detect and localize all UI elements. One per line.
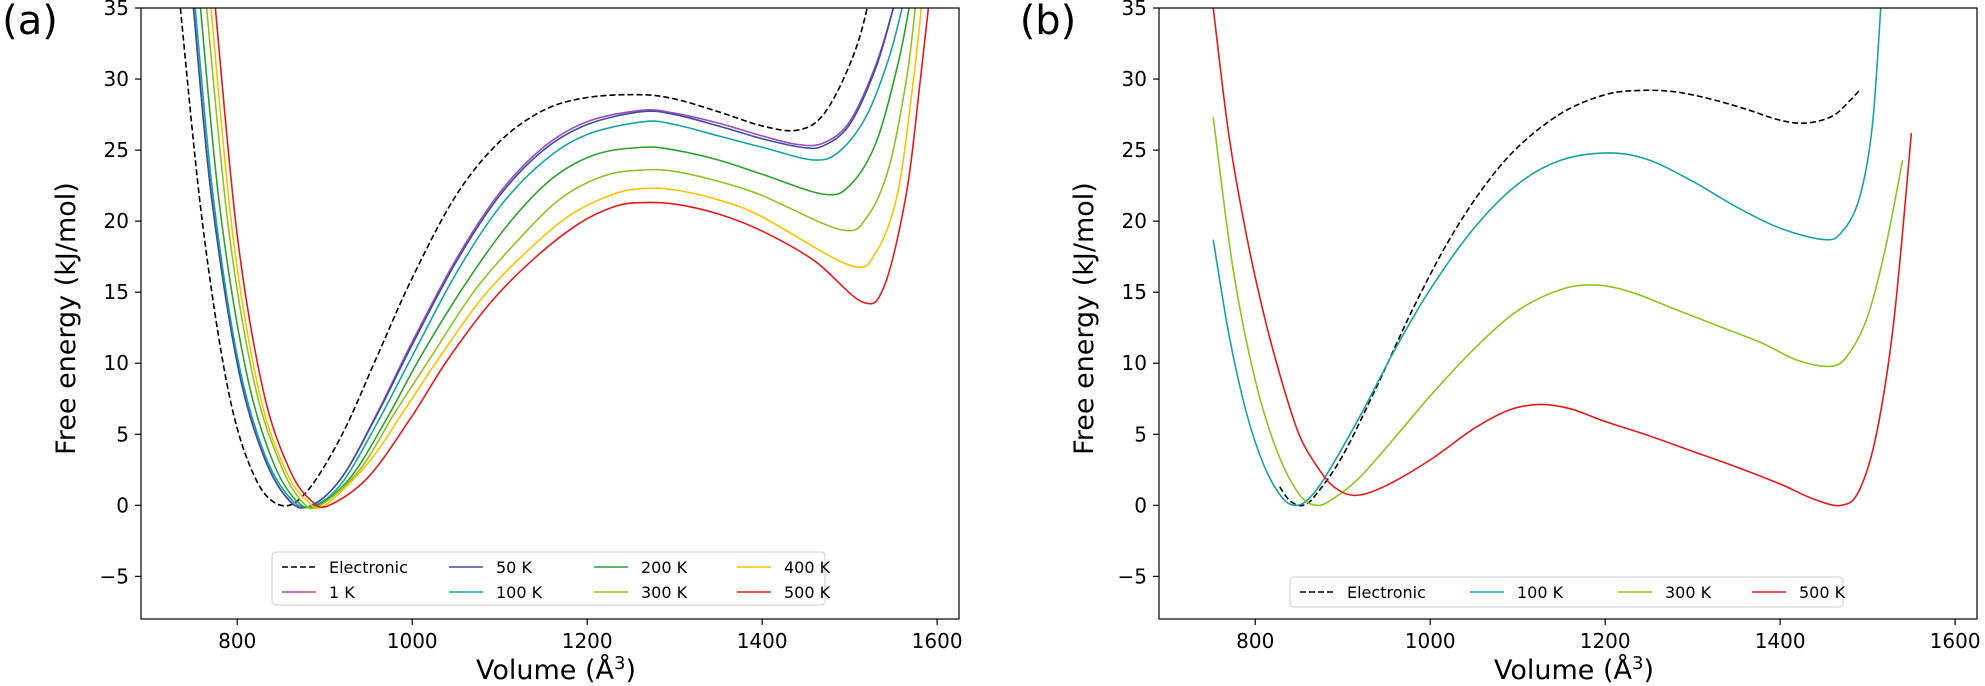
y-tick-label: 5: [1134, 422, 1147, 446]
legend: Electronic 100 K 300 K 500 K: [1289, 576, 1846, 608]
legend-label-300-k: 300 K: [641, 583, 688, 602]
series-line-1-k: [192, 8, 895, 509]
legend: Electronic 1 K 50 K 100 K 200 K 300 K 400 K 500…: [271, 551, 831, 606]
x-tick-label: 1000: [387, 629, 438, 653]
panel-a: 800 1000 1200 1400 1600 −5 0 5 10 15 20 25 30 35 Volum…: [2, 0, 962, 686]
x-tick-label: 800: [218, 629, 256, 653]
x-tick-label: 1600: [1930, 629, 1981, 653]
series-line-100-k: [194, 8, 903, 508]
series-line-300-k: [205, 8, 917, 510]
series-line-50-k: [192, 8, 895, 509]
y-tick-label: 5: [116, 422, 129, 446]
series-group: [1212, 8, 1913, 507]
y-tick-label: 10: [1122, 351, 1147, 375]
legend-label-electronic: Electronic: [1347, 583, 1426, 602]
y-tick-label: 35: [104, 0, 129, 20]
series-line-100-k: [1212, 8, 1882, 507]
legend-label-200-k: 200 K: [641, 558, 688, 577]
series-line-electronic: [179, 8, 868, 507]
axes-frame: [140, 7, 960, 620]
x-tick-label: 1600: [912, 629, 963, 653]
y-tick-label: −5: [1118, 564, 1147, 588]
panel-label: (b): [1020, 0, 1077, 44]
series-line-300-k: [1212, 117, 1904, 507]
y-tick-label: 0: [116, 493, 129, 517]
x-tick-label: 1400: [737, 629, 788, 653]
y-tick-label: 10: [104, 351, 129, 375]
legend-label-500-k: 500 K: [1799, 583, 1846, 602]
panel-label: (a): [2, 0, 58, 44]
legend-label-300-k: 300 K: [1665, 583, 1712, 602]
series-line-200-k: [199, 8, 910, 509]
legend-label-1-k: 1 K: [329, 583, 355, 602]
x-tick-label: 1200: [1580, 629, 1631, 653]
series-line-400-k: [210, 8, 923, 510]
legend-label-400-k: 400 K: [784, 558, 831, 577]
panel-b: 800 1000 1200 1400 1600 −5 0 5 10 15 20 25 30 35 Volum…: [1020, 0, 1981, 686]
series-group: [179, 8, 930, 510]
legend-label-50-k: 50 K: [496, 558, 532, 577]
y-tick-label: 25: [1122, 138, 1147, 162]
y-tick-label: 20: [1122, 209, 1147, 233]
x-tick-label: 1200: [562, 629, 613, 653]
x-axis-label: Volume (Å3): [1494, 653, 1654, 686]
y-tick-label: 20: [104, 209, 129, 233]
y-tick-label: 0: [1134, 493, 1147, 517]
y-tick-label: 15: [1122, 280, 1147, 304]
y-tick-label: 25: [104, 138, 129, 162]
x-tick-label: 1000: [1405, 629, 1456, 653]
y-tick-label: 35: [1122, 0, 1147, 20]
x-axis-label: Volume (Å3): [476, 653, 636, 686]
y-tick-label: 30: [1122, 67, 1147, 91]
legend-label-electronic: Electronic: [329, 558, 408, 577]
y-tick-label: −5: [100, 564, 129, 588]
legend-box: [1289, 576, 1844, 608]
series-line-electronic: [1279, 88, 1862, 507]
axes-frame: [1158, 7, 1978, 620]
series-line-500-k: [214, 8, 930, 509]
y-axis-label: Free energy (kJ/mol): [51, 182, 82, 455]
legend-box: [271, 551, 826, 606]
legend-label-500-k: 500 K: [784, 583, 831, 602]
y-tick-label: 15: [104, 280, 129, 304]
x-tick-label: 800: [1236, 629, 1274, 653]
legend-label-100-k: 100 K: [1517, 583, 1564, 602]
legend-label-100-k: 100 K: [496, 583, 543, 602]
series-line-500-k: [1212, 8, 1913, 507]
y-tick-label: 30: [104, 67, 129, 91]
y-axis-label: Free energy (kJ/mol): [1069, 182, 1100, 455]
x-tick-label: 1400: [1755, 629, 1806, 653]
